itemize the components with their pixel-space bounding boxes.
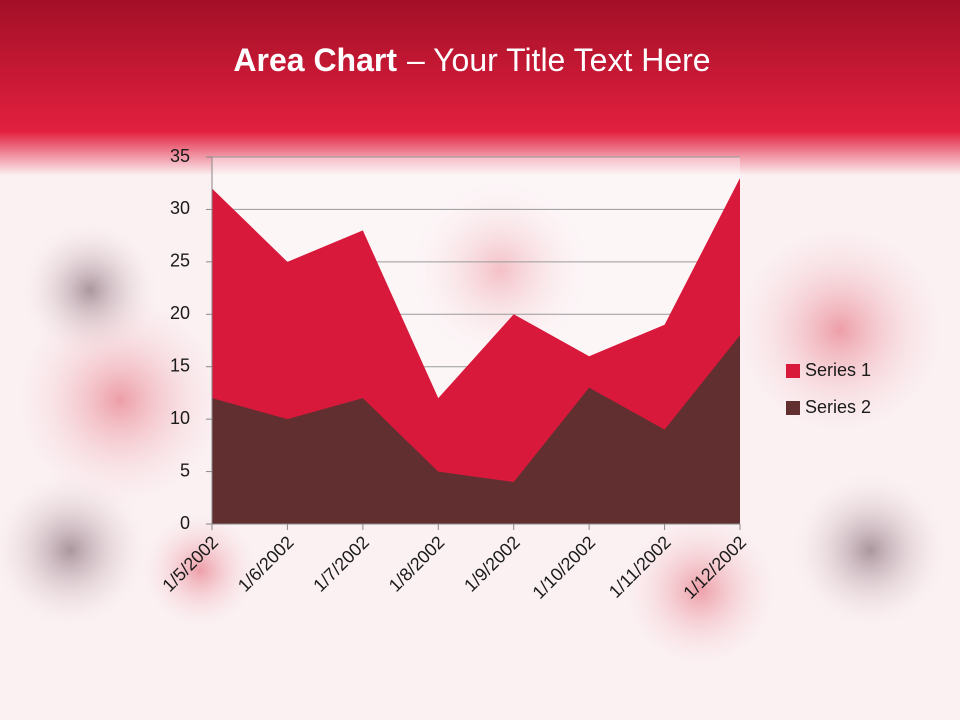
- slide-title: Area Chart – Your Title Text Here: [233, 42, 710, 78]
- title-text: – Your Title Text Here: [407, 42, 711, 78]
- y-tick-label: 35: [170, 146, 190, 166]
- y-tick-label: 20: [170, 303, 190, 323]
- y-tick-label: 30: [170, 198, 190, 218]
- y-tick-label: 25: [170, 251, 190, 271]
- legend-swatch: [786, 401, 800, 415]
- berry-decoration: [0, 180, 950, 670]
- area: [212, 335, 740, 524]
- y-tick-label: 0: [180, 513, 190, 533]
- areas: [212, 177, 740, 524]
- y-tick-label: 10: [170, 408, 190, 428]
- title-emphasis: Area Chart: [233, 42, 397, 78]
- y-tick-label: 15: [170, 355, 190, 375]
- legend-label: Series 1: [805, 360, 871, 380]
- legend-label: Series 2: [805, 397, 871, 417]
- legend-swatch: [786, 364, 800, 378]
- y-tick-label: 5: [180, 460, 190, 480]
- header-band: [0, 0, 960, 175]
